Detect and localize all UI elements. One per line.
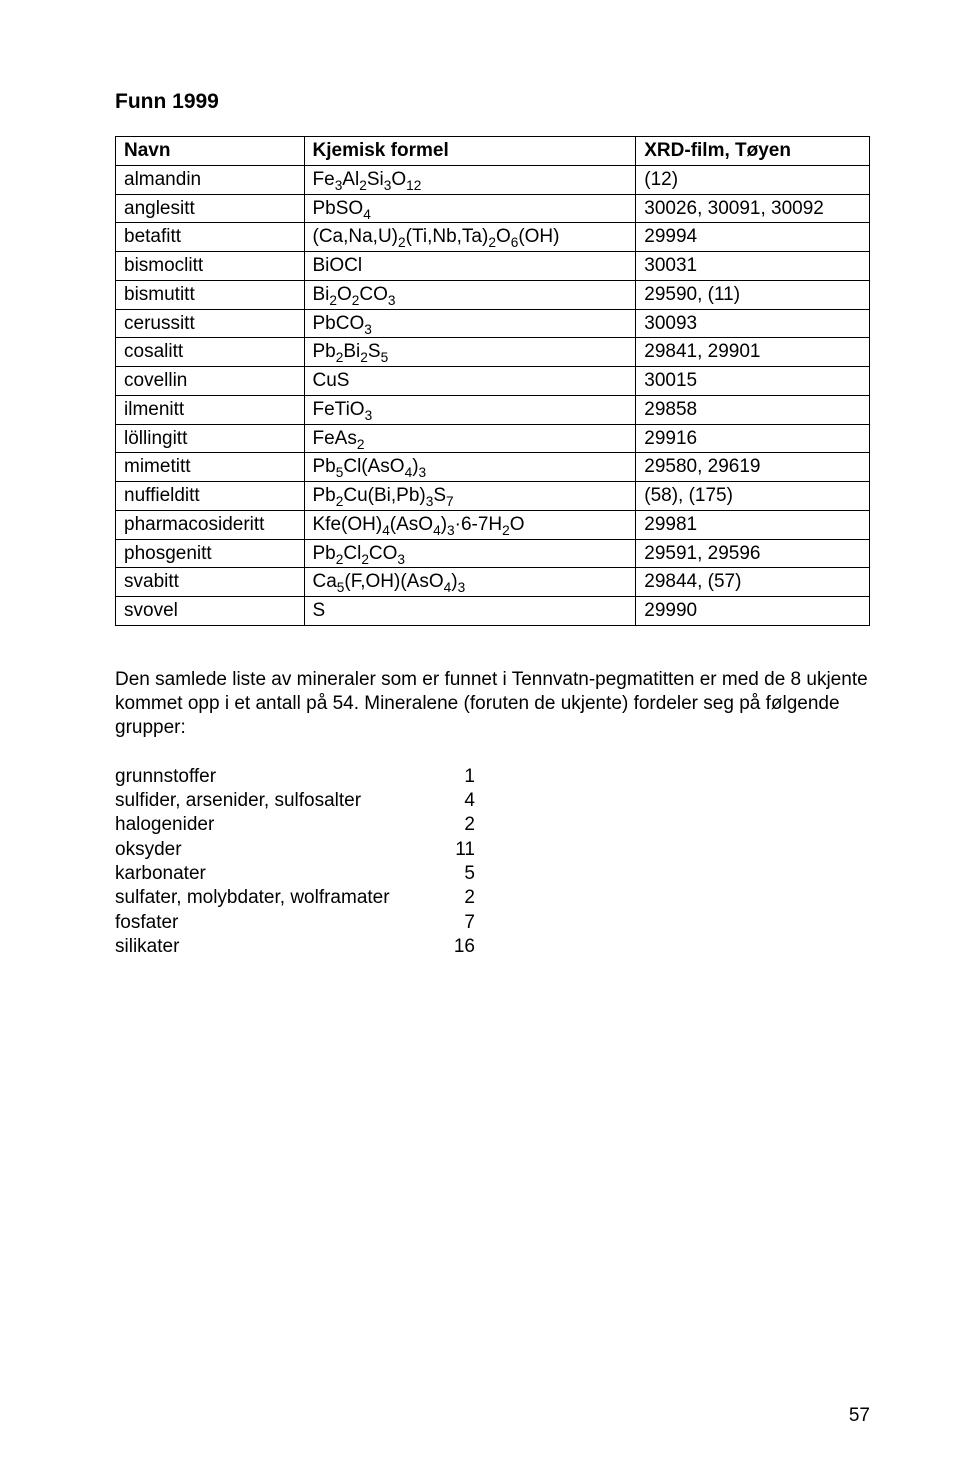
group-label: halogenider bbox=[115, 813, 435, 837]
table-row: svabittCa5(F,OH)(AsO4)329844, (57) bbox=[116, 568, 870, 597]
group-value: 7 bbox=[435, 911, 475, 935]
group-row: karbonater5 bbox=[115, 862, 870, 886]
group-label: sulfater, molybdater, wolframater bbox=[115, 886, 435, 910]
cell-navn: mimetitt bbox=[116, 453, 305, 482]
cell-xrd: 30026, 30091, 30092 bbox=[636, 194, 870, 223]
col-header-navn: Navn bbox=[116, 137, 305, 166]
group-label: oksyder bbox=[115, 838, 435, 862]
cell-formel: Pb5Cl(AsO4)3 bbox=[304, 453, 636, 482]
cell-navn: ilmenitt bbox=[116, 395, 305, 424]
cell-formel: Pb2Cu(Bi,Pb)3S7 bbox=[304, 482, 636, 511]
group-row: oksyder11 bbox=[115, 838, 870, 862]
cell-navn: svabitt bbox=[116, 568, 305, 597]
group-row: silikater16 bbox=[115, 935, 870, 959]
cell-xrd: (12) bbox=[636, 165, 870, 194]
cell-xrd: 30093 bbox=[636, 309, 870, 338]
group-row: fosfater7 bbox=[115, 911, 870, 935]
group-row: sulfater, molybdater, wolframater2 bbox=[115, 886, 870, 910]
cell-formel: (Ca,Na,U)2(Ti,Nb,Ta)2O6(OH) bbox=[304, 223, 636, 252]
group-label: silikater bbox=[115, 935, 435, 959]
cell-xrd: (58), (175) bbox=[636, 482, 870, 511]
table-row: phosgenittPb2Cl2CO329591, 29596 bbox=[116, 539, 870, 568]
cell-xrd: 30031 bbox=[636, 252, 870, 281]
cell-navn: pharmacosideritt bbox=[116, 510, 305, 539]
group-list: grunnstoffer1sulfider, arsenider, sulfos… bbox=[115, 765, 870, 960]
cell-navn: betafitt bbox=[116, 223, 305, 252]
cell-xrd: 29580, 29619 bbox=[636, 453, 870, 482]
group-value: 16 bbox=[435, 935, 475, 959]
cell-navn: cerussitt bbox=[116, 309, 305, 338]
cell-navn: bismoclitt bbox=[116, 252, 305, 281]
cell-formel: Bi2O2CO3 bbox=[304, 280, 636, 309]
col-header-xrd: XRD-film, Tøyen bbox=[636, 137, 870, 166]
group-value: 5 bbox=[435, 862, 475, 886]
group-row: sulfider, arsenider, sulfosalter4 bbox=[115, 789, 870, 813]
cell-formel: Ca5(F,OH)(AsO4)3 bbox=[304, 568, 636, 597]
table-row: ilmenittFeTiO329858 bbox=[116, 395, 870, 424]
group-value: 4 bbox=[435, 789, 475, 813]
table-row: cerussittPbCO330093 bbox=[116, 309, 870, 338]
cell-navn: phosgenitt bbox=[116, 539, 305, 568]
cell-xrd: 30015 bbox=[636, 367, 870, 396]
table-row: almandinFe3Al2Si3O12(12) bbox=[116, 165, 870, 194]
page-number: 57 bbox=[849, 1405, 870, 1427]
group-label: sulfider, arsenider, sulfosalter bbox=[115, 789, 435, 813]
table-row: bismoclittBiOCl30031 bbox=[116, 252, 870, 281]
group-label: grunnstoffer bbox=[115, 765, 435, 789]
table-row: bismutittBi2O2CO329590, (11) bbox=[116, 280, 870, 309]
cell-formel: FeTiO3 bbox=[304, 395, 636, 424]
table-row: svovelS29990 bbox=[116, 597, 870, 626]
group-label: fosfater bbox=[115, 911, 435, 935]
summary-paragraph: Den samlede liste av mineraler som er fu… bbox=[115, 668, 870, 741]
cell-formel: PbCO3 bbox=[304, 309, 636, 338]
cell-formel: Pb2Cl2CO3 bbox=[304, 539, 636, 568]
cell-navn: svovel bbox=[116, 597, 305, 626]
group-value: 11 bbox=[435, 838, 475, 862]
mineral-table: Navn Kjemisk formel XRD-film, Tøyen alma… bbox=[115, 136, 870, 626]
cell-navn: löllingitt bbox=[116, 424, 305, 453]
table-row: pharmacosiderittKfe(OH)4(AsO4)3·6-7H2O29… bbox=[116, 510, 870, 539]
cell-xrd: 29844, (57) bbox=[636, 568, 870, 597]
table-row: mimetittPb5Cl(AsO4)329580, 29619 bbox=[116, 453, 870, 482]
cell-navn: cosalitt bbox=[116, 338, 305, 367]
group-row: grunnstoffer1 bbox=[115, 765, 870, 789]
cell-formel: PbSO4 bbox=[304, 194, 636, 223]
section-title: Funn 1999 bbox=[115, 90, 870, 114]
cell-formel: FeAs2 bbox=[304, 424, 636, 453]
col-header-formel: Kjemisk formel bbox=[304, 137, 636, 166]
table-row: nuffieldittPb2Cu(Bi,Pb)3S7(58), (175) bbox=[116, 482, 870, 511]
cell-formel: Fe3Al2Si3O12 bbox=[304, 165, 636, 194]
cell-navn: almandin bbox=[116, 165, 305, 194]
cell-xrd: 29590, (11) bbox=[636, 280, 870, 309]
cell-formel: BiOCl bbox=[304, 252, 636, 281]
cell-xrd: 29858 bbox=[636, 395, 870, 424]
cell-navn: nuffielditt bbox=[116, 482, 305, 511]
cell-xrd: 29990 bbox=[636, 597, 870, 626]
table-row: betafitt(Ca,Na,U)2(Ti,Nb,Ta)2O6(OH)29994 bbox=[116, 223, 870, 252]
cell-formel: CuS bbox=[304, 367, 636, 396]
cell-navn: covellin bbox=[116, 367, 305, 396]
cell-formel: Kfe(OH)4(AsO4)3·6-7H2O bbox=[304, 510, 636, 539]
table-row: cosalittPb2Bi2S529841, 29901 bbox=[116, 338, 870, 367]
group-row: halogenider2 bbox=[115, 813, 870, 837]
cell-xrd: 29981 bbox=[636, 510, 870, 539]
table-header-row: Navn Kjemisk formel XRD-film, Tøyen bbox=[116, 137, 870, 166]
group-value: 2 bbox=[435, 813, 475, 837]
table-row: anglesittPbSO430026, 30091, 30092 bbox=[116, 194, 870, 223]
group-value: 2 bbox=[435, 886, 475, 910]
cell-xrd: 29591, 29596 bbox=[636, 539, 870, 568]
cell-navn: bismutitt bbox=[116, 280, 305, 309]
cell-xrd: 29994 bbox=[636, 223, 870, 252]
cell-navn: anglesitt bbox=[116, 194, 305, 223]
table-row: covellinCuS30015 bbox=[116, 367, 870, 396]
group-value: 1 bbox=[435, 765, 475, 789]
page: Funn 1999 Navn Kjemisk formel XRD-film, … bbox=[0, 0, 960, 1467]
table-row: löllingittFeAs229916 bbox=[116, 424, 870, 453]
cell-xrd: 29916 bbox=[636, 424, 870, 453]
cell-formel: S bbox=[304, 597, 636, 626]
cell-xrd: 29841, 29901 bbox=[636, 338, 870, 367]
cell-formel: Pb2Bi2S5 bbox=[304, 338, 636, 367]
group-label: karbonater bbox=[115, 862, 435, 886]
